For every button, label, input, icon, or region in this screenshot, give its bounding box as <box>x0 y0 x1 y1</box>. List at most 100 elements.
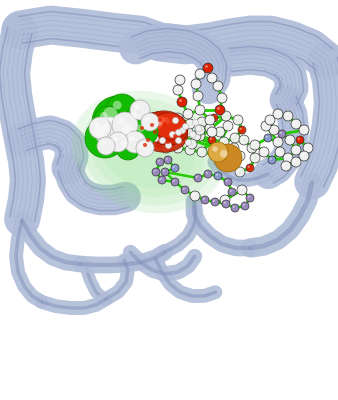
Ellipse shape <box>223 113 226 116</box>
Ellipse shape <box>235 151 245 161</box>
Ellipse shape <box>246 194 254 202</box>
Ellipse shape <box>153 113 187 139</box>
Ellipse shape <box>285 155 288 158</box>
Ellipse shape <box>214 172 222 180</box>
Ellipse shape <box>220 154 228 162</box>
Ellipse shape <box>130 100 150 120</box>
Ellipse shape <box>170 123 180 133</box>
Ellipse shape <box>89 117 111 139</box>
Ellipse shape <box>113 101 122 110</box>
Ellipse shape <box>92 96 144 148</box>
Point <box>169 131 175 137</box>
Ellipse shape <box>217 107 220 110</box>
Ellipse shape <box>223 121 233 131</box>
Ellipse shape <box>195 131 205 141</box>
Ellipse shape <box>199 149 202 152</box>
Ellipse shape <box>301 127 304 130</box>
Ellipse shape <box>212 146 218 152</box>
Point <box>172 117 178 123</box>
Ellipse shape <box>285 113 288 116</box>
Ellipse shape <box>187 147 190 150</box>
Ellipse shape <box>189 141 192 144</box>
Ellipse shape <box>114 117 150 153</box>
Ellipse shape <box>165 119 175 129</box>
Ellipse shape <box>145 117 150 122</box>
Ellipse shape <box>220 150 228 158</box>
Ellipse shape <box>167 125 177 135</box>
Ellipse shape <box>264 134 272 142</box>
Ellipse shape <box>301 153 304 156</box>
Ellipse shape <box>194 174 202 182</box>
Ellipse shape <box>205 123 215 133</box>
Ellipse shape <box>213 200 215 202</box>
Ellipse shape <box>197 147 207 157</box>
Ellipse shape <box>214 144 242 172</box>
Ellipse shape <box>191 131 201 141</box>
Ellipse shape <box>231 145 234 148</box>
Ellipse shape <box>268 156 276 164</box>
Ellipse shape <box>299 125 309 135</box>
Ellipse shape <box>153 116 166 126</box>
Ellipse shape <box>252 142 255 145</box>
Ellipse shape <box>160 129 170 139</box>
Ellipse shape <box>273 137 283 147</box>
Ellipse shape <box>215 105 225 115</box>
Ellipse shape <box>154 170 156 172</box>
Ellipse shape <box>240 128 242 130</box>
Ellipse shape <box>155 139 158 142</box>
Ellipse shape <box>278 130 286 138</box>
Ellipse shape <box>171 164 179 172</box>
Ellipse shape <box>298 138 300 140</box>
Ellipse shape <box>193 91 203 101</box>
Ellipse shape <box>303 143 313 153</box>
Ellipse shape <box>177 97 187 107</box>
Ellipse shape <box>190 191 200 201</box>
Ellipse shape <box>175 75 185 85</box>
Ellipse shape <box>217 93 227 103</box>
Point <box>152 129 158 135</box>
Ellipse shape <box>270 158 272 160</box>
Point <box>155 119 161 125</box>
Ellipse shape <box>101 141 106 146</box>
Ellipse shape <box>196 176 198 178</box>
Ellipse shape <box>171 178 179 186</box>
Ellipse shape <box>177 133 180 136</box>
Ellipse shape <box>185 119 195 129</box>
Ellipse shape <box>210 114 218 122</box>
Ellipse shape <box>283 153 293 163</box>
Ellipse shape <box>305 145 308 148</box>
Ellipse shape <box>108 132 128 152</box>
Ellipse shape <box>273 109 283 119</box>
Ellipse shape <box>141 113 159 131</box>
Point <box>155 143 161 149</box>
Ellipse shape <box>269 125 279 135</box>
Ellipse shape <box>195 69 205 79</box>
Ellipse shape <box>222 156 224 158</box>
Ellipse shape <box>299 151 309 161</box>
Ellipse shape <box>163 137 173 147</box>
Ellipse shape <box>144 111 188 145</box>
Ellipse shape <box>193 133 196 136</box>
Ellipse shape <box>112 112 138 138</box>
Ellipse shape <box>266 136 268 138</box>
Ellipse shape <box>206 172 208 174</box>
Ellipse shape <box>191 79 201 89</box>
Ellipse shape <box>231 204 239 212</box>
Point <box>185 139 191 145</box>
Ellipse shape <box>166 158 168 160</box>
Ellipse shape <box>229 161 232 164</box>
Ellipse shape <box>248 166 250 168</box>
Ellipse shape <box>230 133 240 143</box>
Ellipse shape <box>187 139 197 149</box>
Ellipse shape <box>248 196 250 198</box>
Ellipse shape <box>228 188 236 196</box>
Point <box>157 117 163 123</box>
Ellipse shape <box>207 127 217 137</box>
Ellipse shape <box>156 158 164 166</box>
Point <box>189 131 195 137</box>
Ellipse shape <box>209 149 219 159</box>
Point <box>162 121 168 127</box>
Ellipse shape <box>239 187 242 190</box>
Ellipse shape <box>226 180 228 182</box>
Ellipse shape <box>195 93 198 96</box>
